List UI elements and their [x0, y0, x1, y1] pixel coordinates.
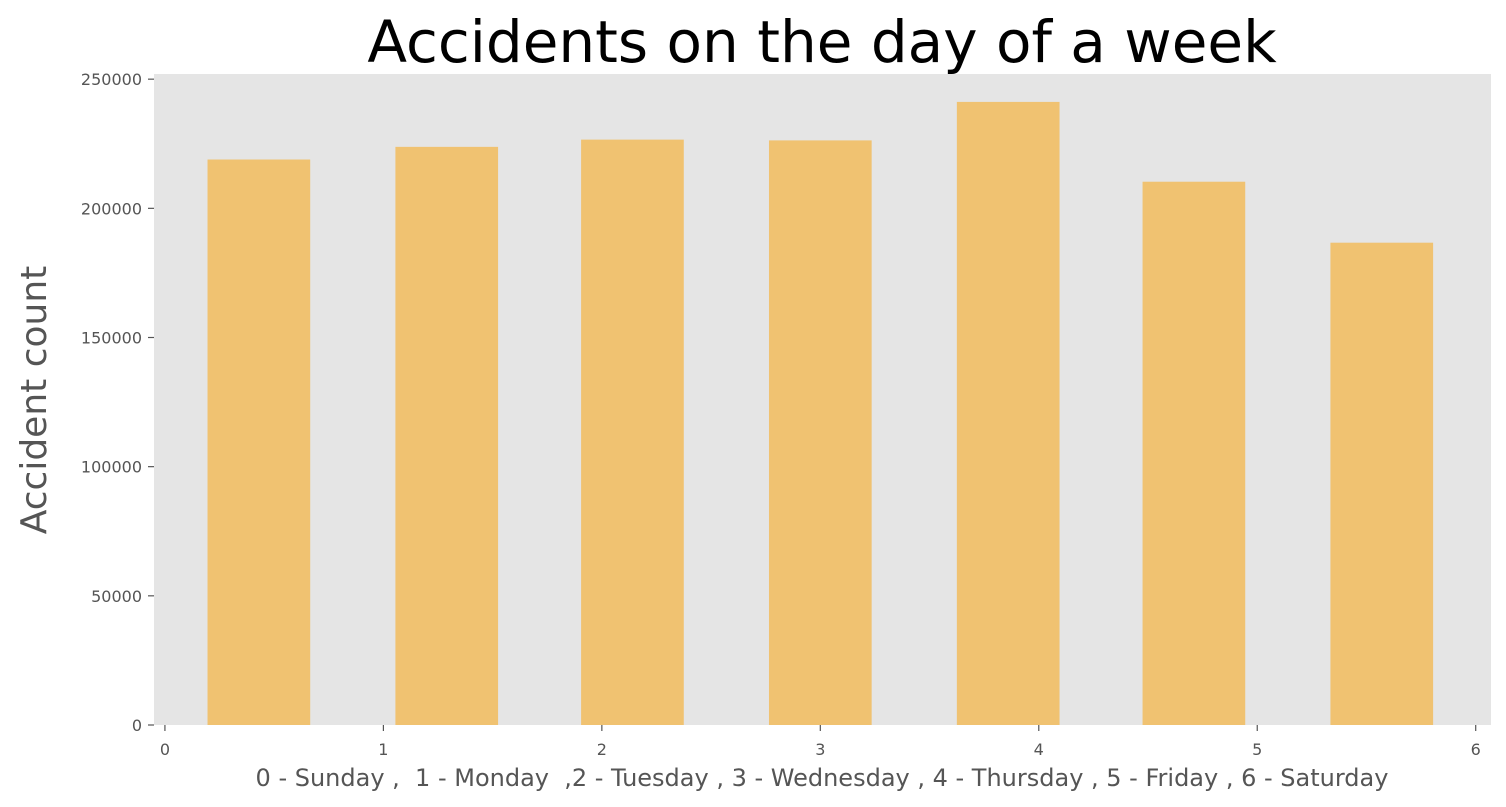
chart-title: Accidents on the day of a week: [367, 8, 1277, 76]
bar-3: [768, 140, 872, 725]
bar-1: [395, 146, 499, 726]
x-tick-label: 0: [160, 740, 170, 759]
x-axis: 0 1 2 3 4 5 6: [160, 725, 1481, 759]
y-tick-label: 250000: [81, 70, 142, 89]
y-tick-label: 100000: [81, 458, 142, 477]
x-tick-label: 6: [1471, 740, 1481, 759]
x-tick-label: 1: [378, 740, 388, 759]
y-axis-label: Accident count: [14, 266, 55, 535]
x-tick-label: 2: [597, 740, 607, 759]
x-tick-label: 4: [1034, 740, 1044, 759]
y-tick-label: 50000: [91, 587, 142, 606]
x-tick-label: 5: [1252, 740, 1262, 759]
bar-6: [1330, 242, 1434, 726]
y-axis: 0 50000 100000 150000 200000 250000: [81, 70, 154, 735]
bars-group: [207, 101, 1434, 726]
x-axis-label: 0 - Sunday , 1 - Monday ,2 - Tuesday , 3…: [256, 764, 1389, 792]
bar-5: [1142, 181, 1246, 726]
y-tick-label: 200000: [81, 199, 142, 218]
x-tick-label: 3: [815, 740, 825, 759]
bar-0: [207, 159, 311, 726]
y-tick-label: 150000: [81, 329, 142, 348]
bar-4: [956, 101, 1060, 725]
y-tick-label: 0: [132, 716, 142, 735]
bar-2: [581, 139, 684, 725]
